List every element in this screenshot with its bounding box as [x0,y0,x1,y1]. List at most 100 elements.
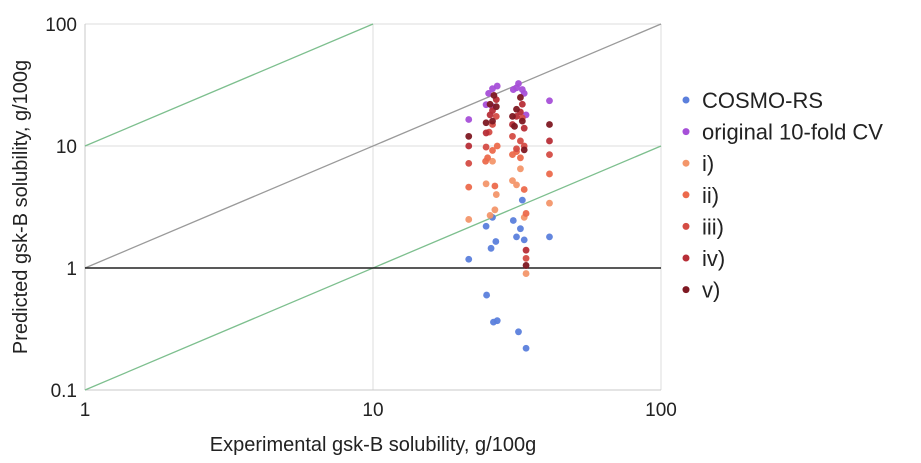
y-axis-ticks: 0.1 1 10 100 [45,15,77,402]
data-point [517,225,524,233]
y-tick-label: 1 [66,259,77,280]
y-tick-label: 10 [56,137,77,158]
data-point [493,317,501,325]
x-tick-label: 10 [362,400,383,421]
data-point [509,112,516,120]
legend-marker [682,286,690,294]
data-point [492,191,500,198]
data-point [511,122,518,130]
data-point [490,91,498,99]
legend-label: iv) [702,246,725,271]
legend-label: ii) [702,183,719,208]
data-point [522,270,530,277]
y-tick-label: 100 [45,15,77,36]
data-point [465,142,473,150]
data-point [518,100,526,108]
x-tick-label: 100 [645,400,677,421]
data-point [520,146,528,154]
plus-1-decade-line [84,23,374,147]
data-point [484,154,492,162]
data-point [546,137,553,145]
x-axis-ticks: 1 10 100 [80,400,677,421]
x-tick-label: 1 [80,400,91,421]
legend-marker [682,159,690,167]
data-point [522,210,530,217]
legend-item: ii) [682,183,719,208]
legend-marker [682,96,690,104]
data-point [491,206,499,214]
data-point [522,344,530,352]
legend-label: original 10-fold CV [702,120,883,145]
data-point [517,94,524,101]
x-axis-title: Experimental gsk-B solubility, g/100g [210,434,536,456]
data-point [546,97,553,105]
data-point [489,117,496,125]
legend-marker [682,222,690,230]
data-point [489,147,496,154]
data-point [492,238,500,245]
data-point [482,143,490,151]
data-point [515,80,522,87]
legend-item: iv) [682,246,725,271]
data-point [493,142,501,150]
data-point [482,180,490,188]
data-point [491,182,499,190]
data-point [513,181,520,189]
data-point [486,211,494,219]
data-point [522,254,530,262]
legend-label: iii) [702,214,724,239]
data-point [517,154,524,162]
legend-item: iii) [682,214,724,239]
series-5 [465,96,553,254]
data-point [509,177,516,185]
legend-label: v) [702,278,720,303]
data-point [485,89,493,97]
data-point [482,222,490,230]
data-point [465,160,473,167]
y-tick-label: 0.1 [51,381,77,402]
data-point [517,137,524,145]
data-point [493,82,501,90]
data-point [513,233,520,241]
data-point [482,119,490,127]
parity-line [84,23,662,269]
legend-item: original 10-fold CV [682,120,883,145]
data-point [465,116,473,123]
data-point [546,170,553,178]
data-point [546,199,553,207]
legend-marker [682,128,690,136]
data-point [486,100,494,108]
reference-lines [84,23,662,391]
legend-item: v) [682,278,720,303]
series-2 [465,157,553,277]
data-point [515,328,522,336]
data-point [546,121,553,128]
data-point [520,124,528,132]
legend-label: i) [702,151,714,176]
data-point [513,145,520,153]
data-point [522,262,530,269]
data-point [492,103,500,111]
legend-item: i) [682,151,714,176]
legend-marker [682,191,690,199]
data-point [509,132,516,140]
data-point [520,186,528,193]
data-point [465,183,473,191]
data-point [520,236,528,244]
data-point [492,112,500,120]
data-points [465,80,553,352]
data-point [517,165,524,173]
data-point [465,216,473,223]
data-point [518,196,526,204]
data-point [465,132,473,140]
y-axis-title: Predicted gsk-B solubility, g/100g [10,60,32,354]
data-point [465,255,473,263]
data-point [487,244,495,252]
data-point [546,151,553,159]
data-point [483,291,491,299]
series-6 [465,91,553,269]
legend-marker [682,254,690,262]
legend-item: COSMO-RS [682,88,823,113]
data-point [509,217,517,224]
legend-label: COSMO-RS [702,88,823,113]
